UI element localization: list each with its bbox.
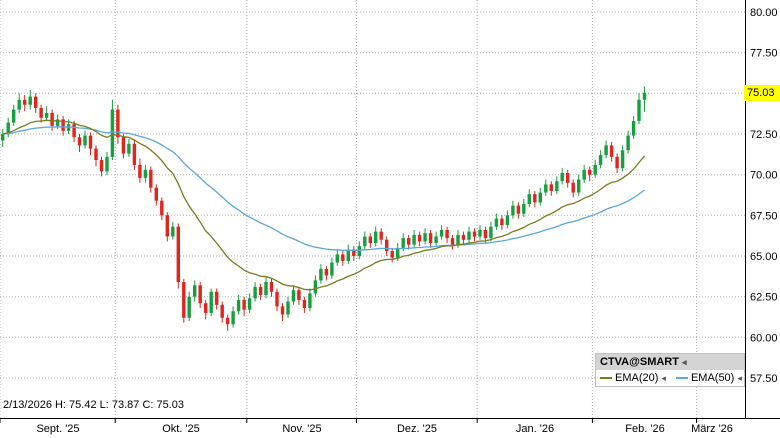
svg-text:70.00: 70.00 xyxy=(750,170,778,182)
legend-symbol: CTVA@SMART xyxy=(600,356,679,368)
ema50-label: EMA(50) xyxy=(690,372,735,384)
svg-text:62.50: 62.50 xyxy=(750,292,778,304)
svg-text:Jan. '26: Jan. '26 xyxy=(516,423,554,435)
svg-text:60.00: 60.00 xyxy=(750,332,778,344)
svg-text:Nov. '25: Nov. '25 xyxy=(282,423,321,435)
collapse-arrow-icon[interactable]: ◂ xyxy=(737,373,742,383)
legend-item-ema20[interactable]: EMA(20) ◂ xyxy=(600,372,666,384)
svg-text:67.50: 67.50 xyxy=(750,210,778,222)
legend-symbol-row[interactable]: CTVA@SMART ◂ xyxy=(596,354,744,370)
ohlc-status: 2/13/2026 H: 75.42 L: 73.87 C: 75.03 xyxy=(3,399,185,411)
svg-text:77.50: 77.50 xyxy=(750,48,778,60)
ema20-label: EMA(20) xyxy=(615,372,659,384)
last-price-badge: 75.03 xyxy=(744,85,780,101)
chart-legend: CTVA@SMART ◂ EMA(20) ◂ EMA(50) ◂ xyxy=(595,353,745,387)
svg-text:57.50: 57.50 xyxy=(750,373,778,385)
legend-overlays-row: EMA(20) ◂ EMA(50) ◂ xyxy=(596,370,744,386)
legend-item-ema50[interactable]: EMA(50) ◂ xyxy=(675,372,742,384)
svg-text:80.00: 80.00 xyxy=(750,7,778,19)
ema50-line-swatch xyxy=(675,377,688,379)
svg-text:65.00: 65.00 xyxy=(750,251,778,263)
svg-text:Dez. '25: Dez. '25 xyxy=(397,423,437,435)
collapse-arrow-icon[interactable]: ◂ xyxy=(661,373,666,383)
svg-text:Feb. '26: Feb. '26 xyxy=(625,423,664,435)
ema20-line-swatch xyxy=(600,377,612,379)
svg-text:März '26: März '26 xyxy=(691,423,733,435)
svg-text:72.50: 72.50 xyxy=(750,129,778,141)
collapse-arrow-icon[interactable]: ◂ xyxy=(681,357,687,367)
svg-text:Okt. '25: Okt. '25 xyxy=(162,423,200,435)
svg-text:Sept. '25: Sept. '25 xyxy=(36,423,79,435)
